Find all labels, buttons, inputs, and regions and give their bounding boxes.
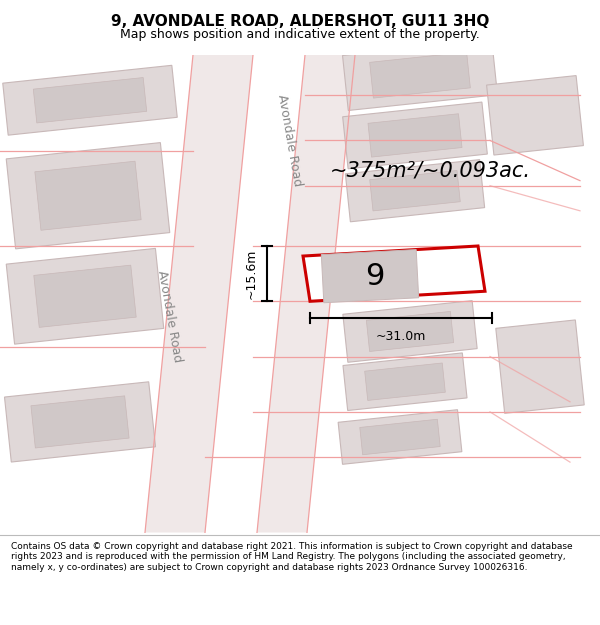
Text: ~31.0m: ~31.0m <box>376 330 426 343</box>
Polygon shape <box>370 52 470 98</box>
Polygon shape <box>303 246 485 301</box>
Text: ~375m²/~0.093ac.: ~375m²/~0.093ac. <box>329 161 530 181</box>
Text: 9: 9 <box>365 262 385 291</box>
Polygon shape <box>487 76 583 155</box>
Polygon shape <box>4 382 155 462</box>
Polygon shape <box>257 55 355 532</box>
Polygon shape <box>370 171 460 211</box>
Polygon shape <box>3 65 177 135</box>
Text: Map shows position and indicative extent of the property.: Map shows position and indicative extent… <box>120 28 480 41</box>
Polygon shape <box>343 40 497 111</box>
Polygon shape <box>338 410 462 464</box>
Polygon shape <box>346 159 485 222</box>
Polygon shape <box>34 265 136 328</box>
Polygon shape <box>343 102 487 169</box>
Polygon shape <box>35 161 141 230</box>
Polygon shape <box>31 396 129 448</box>
Polygon shape <box>6 248 164 344</box>
Polygon shape <box>367 311 454 351</box>
Text: Avondale Road: Avondale Road <box>155 269 184 363</box>
Polygon shape <box>365 363 445 401</box>
Polygon shape <box>368 114 462 157</box>
Polygon shape <box>343 353 467 411</box>
Polygon shape <box>343 301 477 362</box>
Polygon shape <box>33 78 147 123</box>
Polygon shape <box>322 249 419 302</box>
Polygon shape <box>6 142 170 249</box>
Text: 9, AVONDALE ROAD, ALDERSHOT, GU11 3HQ: 9, AVONDALE ROAD, ALDERSHOT, GU11 3HQ <box>111 14 489 29</box>
Polygon shape <box>496 320 584 413</box>
Text: Avondale Road: Avondale Road <box>275 93 304 188</box>
Text: ~15.6m: ~15.6m <box>245 249 257 299</box>
Polygon shape <box>145 55 253 532</box>
Text: Contains OS data © Crown copyright and database right 2021. This information is : Contains OS data © Crown copyright and d… <box>11 542 572 571</box>
Polygon shape <box>360 419 440 455</box>
